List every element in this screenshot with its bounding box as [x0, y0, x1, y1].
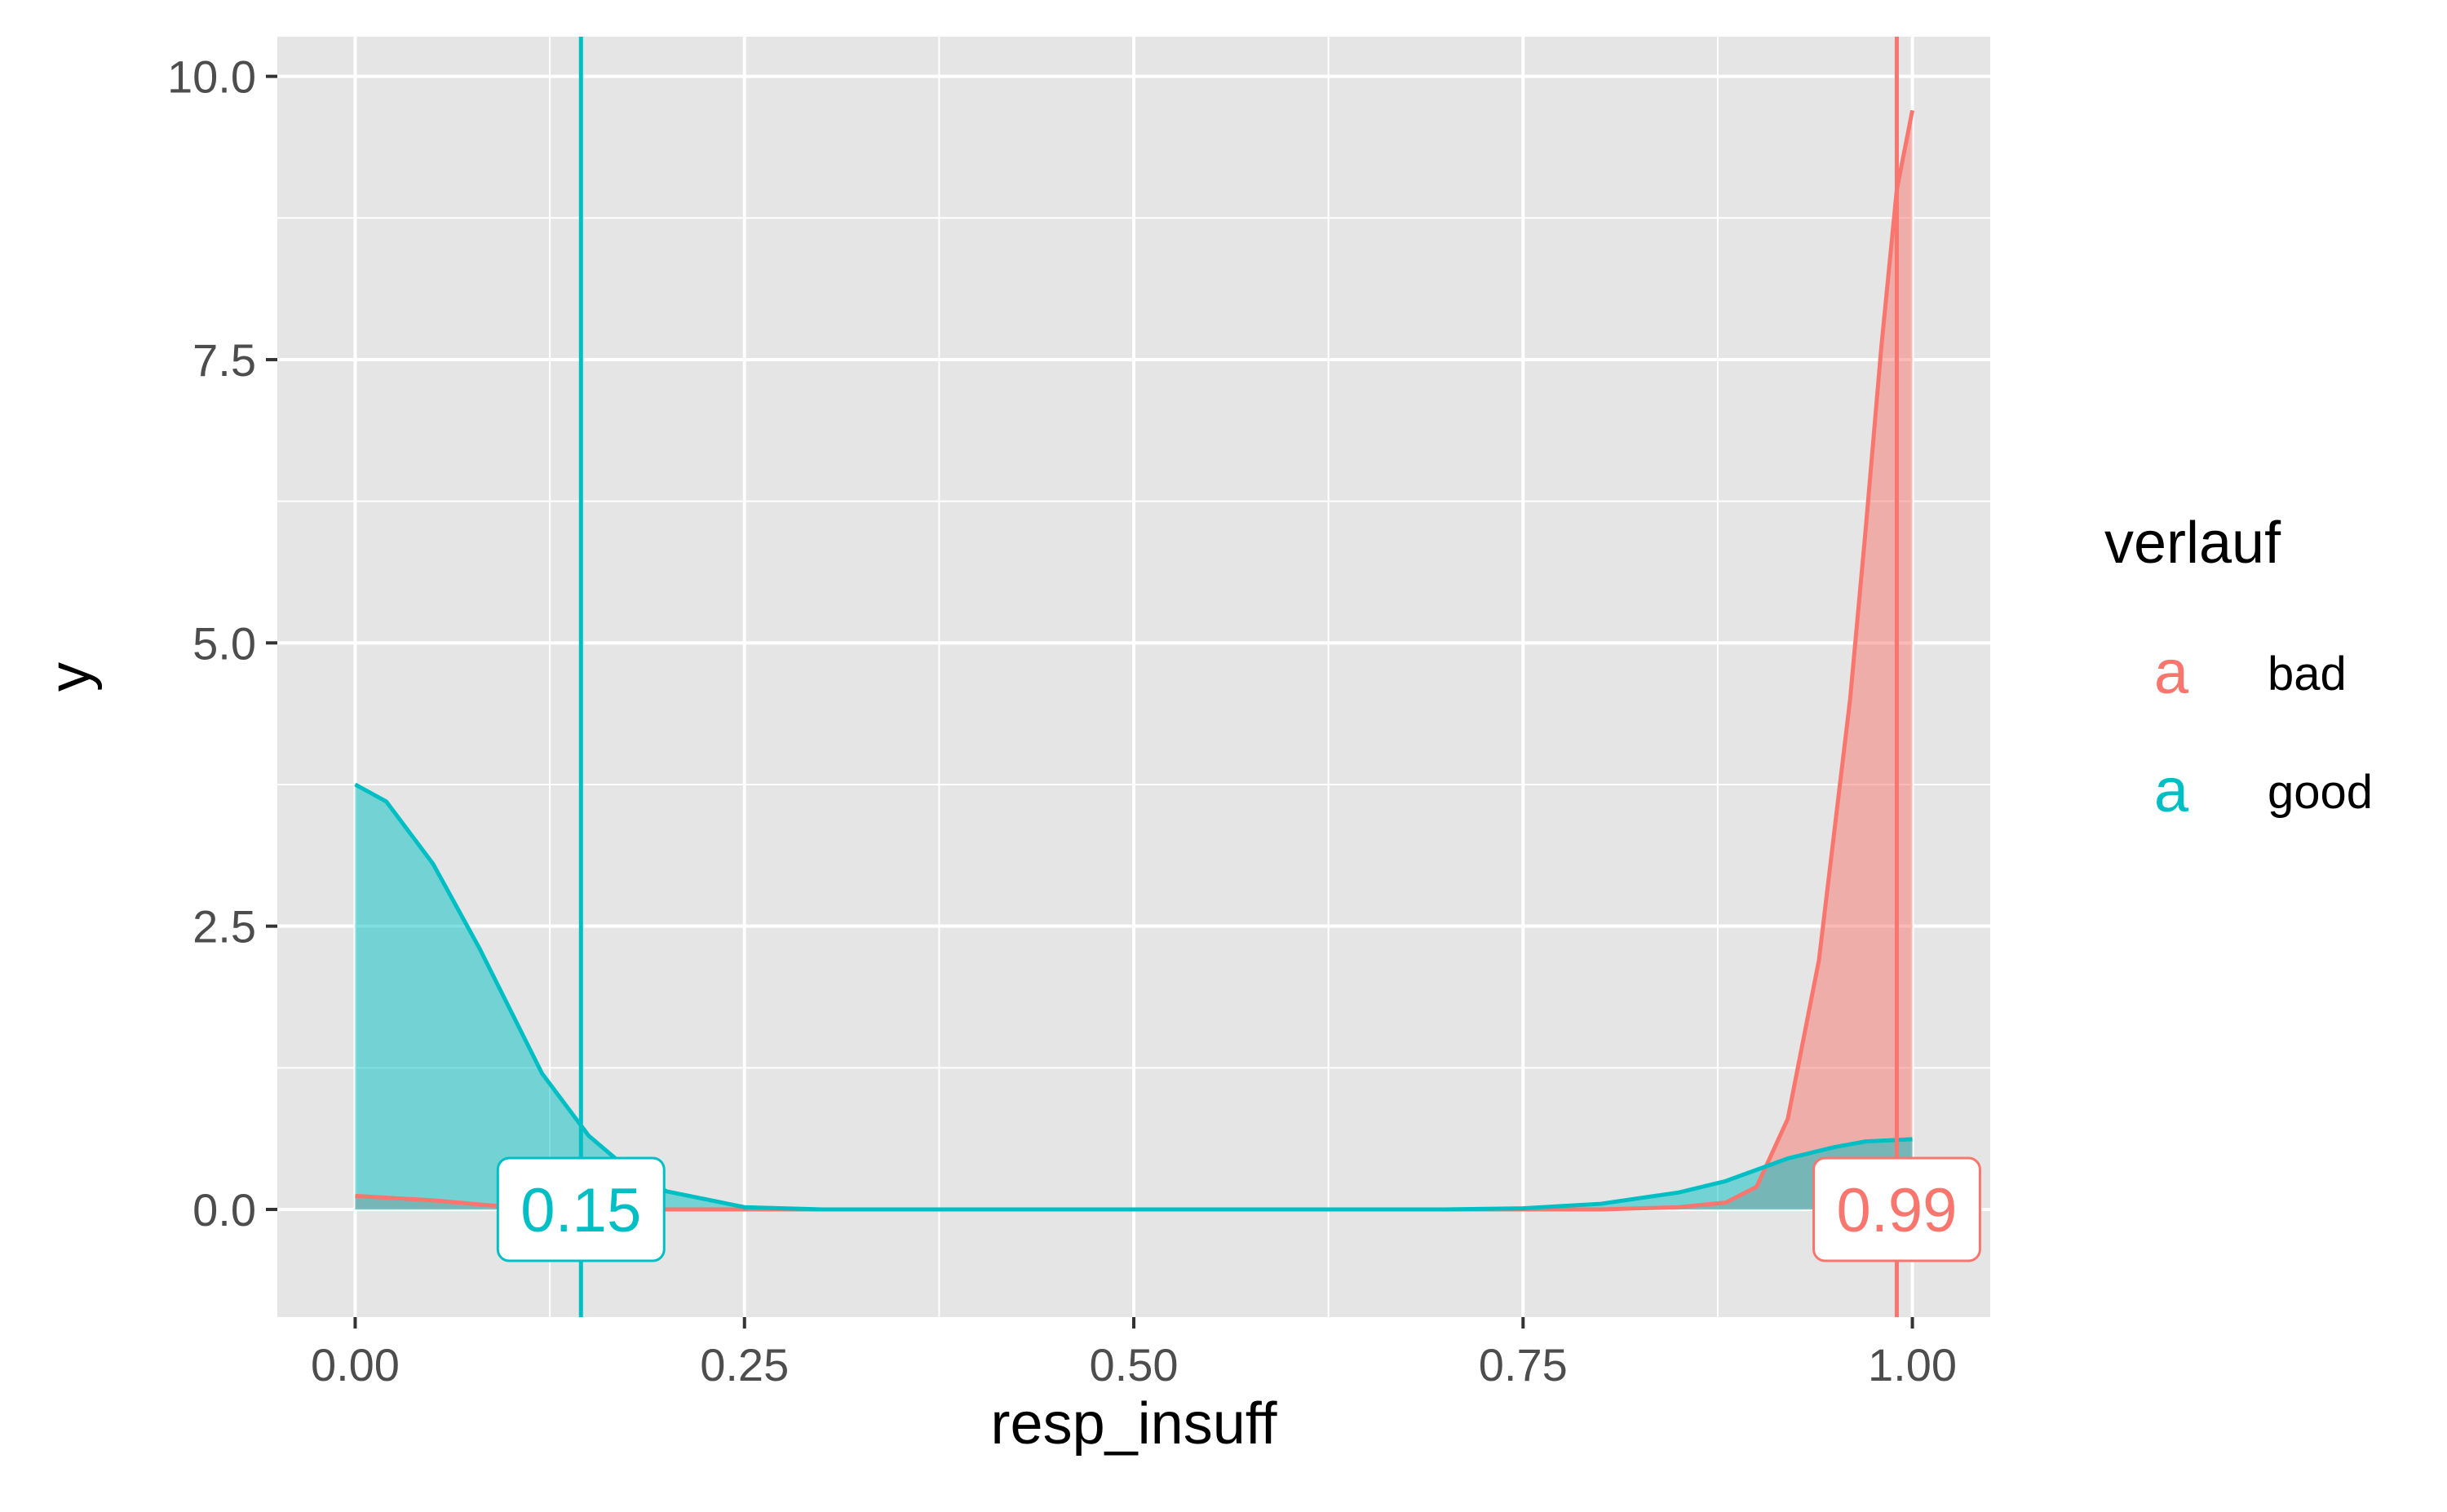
x-axis: 0.00 0.25 0.50 0.75 1.00 — [311, 1317, 1957, 1390]
mean-lines — [578, 37, 1899, 1317]
mean-labels: 0.99 0.15 — [496, 1156, 1981, 1262]
x-axis-title: resp_insuff — [991, 1391, 1278, 1457]
density-line-good — [354, 782, 1913, 1212]
legend-key-glyph: a — [2154, 638, 2189, 707]
legend-item-bad: a bad — [2154, 638, 2347, 707]
mean-label-bad: 0.99 — [1812, 1156, 1981, 1262]
legend-key-glyph: a — [2154, 756, 2189, 825]
mean-label-box — [496, 1156, 666, 1262]
mean-label-text: 0.99 — [1836, 1176, 1957, 1245]
x-tick-label: 0.25 — [700, 1339, 789, 1390]
x-tick-label: 1.00 — [1868, 1339, 1957, 1390]
legend-item-good: a good — [2154, 756, 2373, 825]
x-tick-label: 0.00 — [311, 1339, 400, 1390]
legend: verlauf a bad a good — [2104, 511, 2373, 825]
mean-label-text: 0.15 — [520, 1176, 641, 1245]
y-tick-label: 2.5 — [192, 901, 256, 953]
y-tick-label: 0.0 — [192, 1184, 256, 1236]
mean-label-box — [1812, 1156, 1981, 1262]
y-tick-label: 10.0 — [167, 51, 256, 103]
y-axis: 0.0 2.5 5.0 7.5 10.0 — [167, 51, 277, 1236]
legend-label: bad — [2268, 648, 2347, 701]
y-axis-title: y — [38, 662, 103, 692]
legend-label: good — [2268, 766, 2373, 819]
mean-label-good: 0.15 — [496, 1156, 666, 1262]
x-tick-label: 0.75 — [1479, 1339, 1568, 1390]
y-tick-label: 5.0 — [192, 617, 256, 669]
x-tick-label: 0.50 — [1090, 1339, 1179, 1390]
legend-title: verlauf — [2104, 511, 2281, 576]
legend-items: a bad a good — [2154, 638, 2373, 825]
y-tick-label: 7.5 — [192, 334, 256, 386]
